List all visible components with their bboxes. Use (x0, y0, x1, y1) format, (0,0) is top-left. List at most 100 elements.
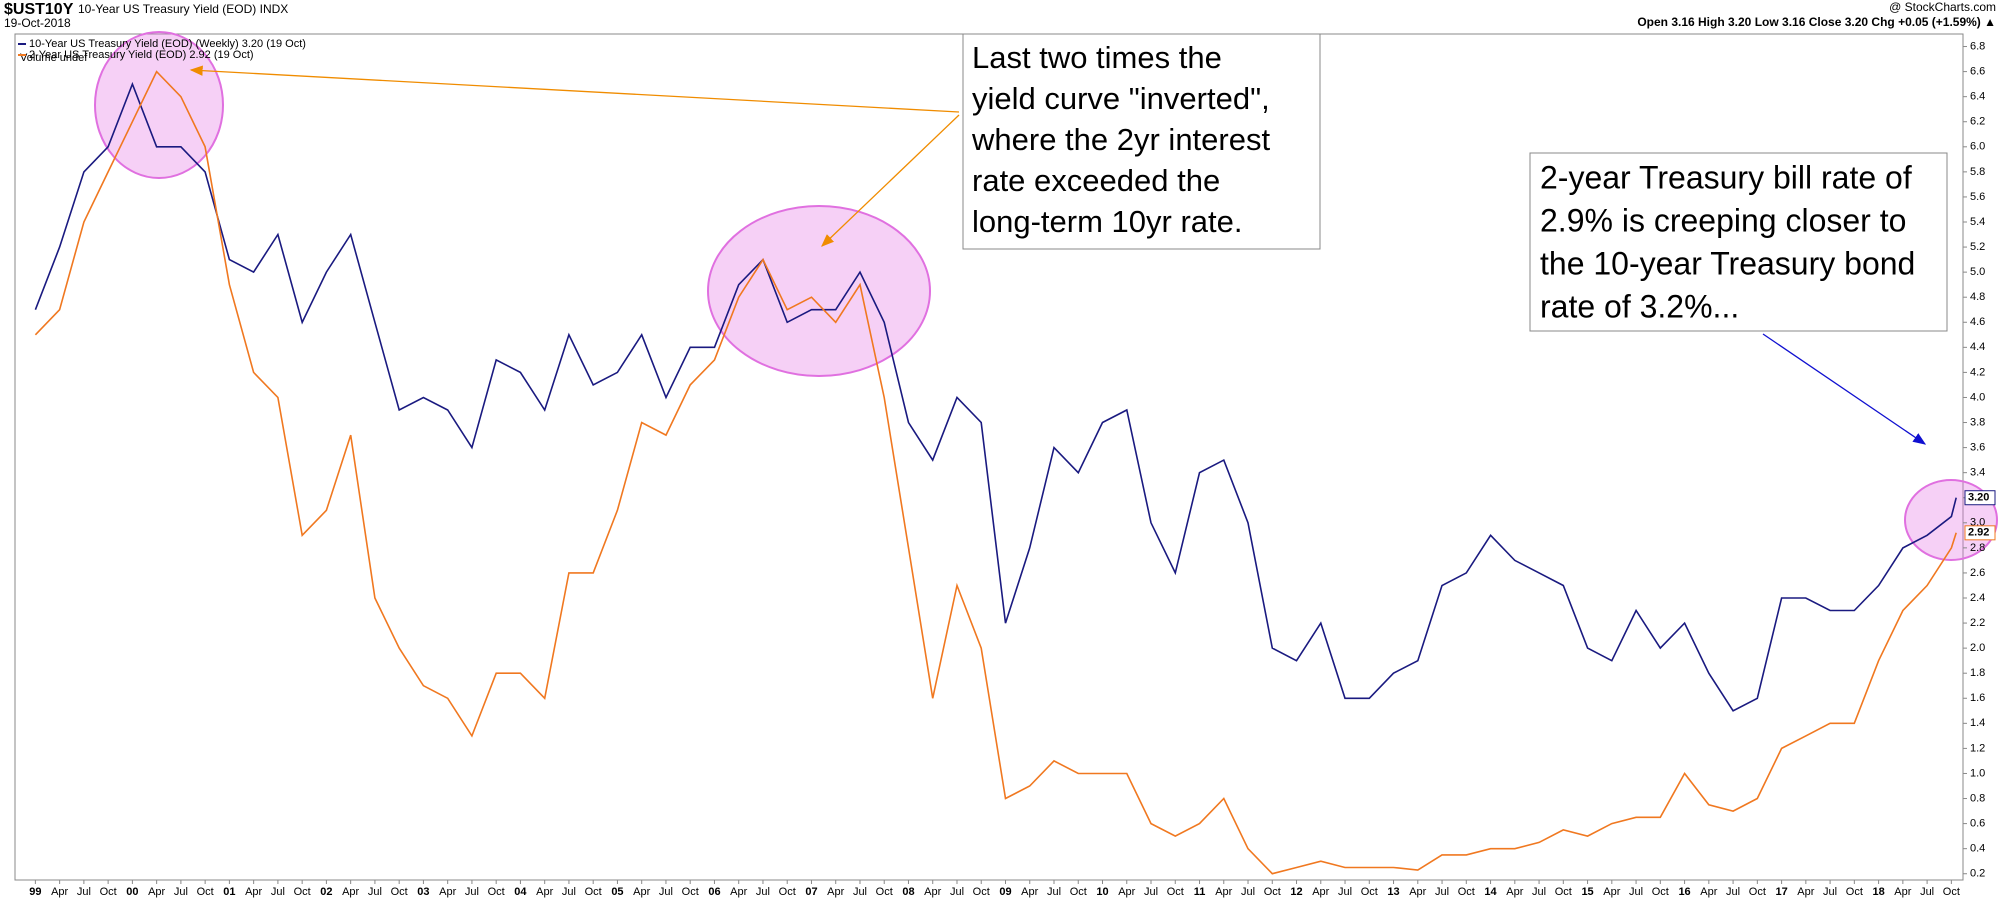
highlight-ellipse (707, 205, 931, 377)
x-tick-label: Oct (1846, 886, 1863, 898)
x-tick-label: Oct (1652, 886, 1669, 898)
x-tick-label: Jul (271, 886, 285, 898)
y-tick-label: 5.2 (1970, 241, 1985, 253)
x-tick-label: Apr (148, 886, 165, 898)
y-tick-label: 1.0 (1970, 767, 1985, 779)
y-tick-label: 6.8 (1970, 40, 1985, 52)
y-tick-label: 6.2 (1970, 116, 1985, 128)
x-tick-label: Apr (633, 886, 650, 898)
y-tick-label: 0.6 (1970, 818, 1985, 830)
x-tick-label: Jul (368, 886, 382, 898)
arrow (1762, 333, 1927, 445)
x-tick-label: Apr (342, 886, 359, 898)
y-tick-label: 4.2 (1970, 366, 1985, 378)
x-tick-label: 06 (708, 886, 720, 898)
x-tick-label: Apr (1118, 886, 1135, 898)
x-tick-label: Oct (391, 886, 408, 898)
last-value-tag (1964, 525, 1996, 541)
y-tick-label: 2.2 (1970, 617, 1985, 629)
x-tick-label: Oct (1264, 886, 1281, 898)
annotation-text: rate exceeded the (972, 163, 1220, 198)
y-tick-label: 5.6 (1970, 191, 1985, 203)
x-tick-label: 03 (417, 886, 429, 898)
x-tick-label: Jul (1338, 886, 1352, 898)
annotation-box (962, 33, 1321, 250)
x-tick-label: 10 (1096, 886, 1108, 898)
x-tick-label: Jul (465, 886, 479, 898)
x-tick-label: Jul (174, 886, 188, 898)
arrow (189, 65, 960, 113)
arrow (821, 114, 960, 247)
annotation-text: long-term 10yr rate. (972, 204, 1243, 239)
x-tick-label: Oct (197, 886, 214, 898)
y-tick-label: 4.6 (1970, 316, 1985, 328)
x-tick-label: Jul (1047, 886, 1061, 898)
y-tick-label: 6.4 (1970, 91, 1985, 103)
header-title: 10-Year US Treasury Yield (EOD) INDX (78, 2, 288, 16)
y-tick-label: 1.4 (1970, 717, 1985, 729)
x-tick-label: Apr (1506, 886, 1523, 898)
x-tick-label: Oct (585, 886, 602, 898)
x-tick-label: 13 (1387, 886, 1399, 898)
x-tick-label: Jul (950, 886, 964, 898)
x-tick-label: Apr (1797, 886, 1814, 898)
y-tick-label: 1.2 (1970, 742, 1985, 754)
quote: Open 3.16 High 3.20 Low 3.16 Close 3.20 … (1637, 15, 1996, 29)
x-tick-label: Oct (779, 886, 796, 898)
x-tick-label: Jul (1629, 886, 1643, 898)
x-tick-label: Oct (1943, 886, 1960, 898)
x-tick-label: Jul (562, 886, 576, 898)
x-tick-label: Apr (1021, 886, 1038, 898)
x-tick-label: 11 (1194, 886, 1206, 898)
x-tick-label: Oct (1070, 886, 1087, 898)
x-tick-label: Oct (1458, 886, 1475, 898)
y-tick-label: 6.6 (1970, 66, 1985, 78)
annotation-text: Last two times the (972, 40, 1222, 75)
symbol: $UST10Y (4, 1, 74, 18)
x-tick-label: Apr (1700, 886, 1717, 898)
header-date: 19-Oct-2018 (4, 16, 71, 30)
x-tick-label: 12 (1290, 886, 1302, 898)
y-tick-label: 4.0 (1970, 391, 1985, 403)
x-tick-label: Apr (1312, 886, 1329, 898)
x-tick-label: Oct (488, 886, 505, 898)
x-tick-label: 00 (126, 886, 138, 898)
y-tick-label: 0.8 (1970, 792, 1985, 804)
x-tick-label: Oct (1167, 886, 1184, 898)
x-tick-label: Jul (1144, 886, 1158, 898)
annotation-box (1529, 152, 1948, 332)
legend-entry: 2-Year US Treasury Yield (EOD) 2.92 (19 … (29, 49, 254, 61)
y-tick-label: 1.6 (1970, 692, 1985, 704)
x-tick-label: 02 (320, 886, 332, 898)
x-tick-label: 17 (1775, 886, 1787, 898)
x-tick-label: Apr (439, 886, 456, 898)
last-value-label: 2.92 (1968, 527, 1989, 539)
series-line (34, 81, 1957, 712)
x-tick-label: Jul (1435, 886, 1449, 898)
x-tick-label: Oct (682, 886, 699, 898)
x-tick-label: Oct (1749, 886, 1766, 898)
y-tick-label: 5.8 (1970, 166, 1985, 178)
x-tick-label: Apr (1603, 886, 1620, 898)
x-tick-label: Jul (77, 886, 91, 898)
series-line (34, 70, 1957, 875)
x-tick-label: Oct (876, 886, 893, 898)
y-tick-label: 0.4 (1970, 843, 1985, 855)
legend-entry: 10-Year US Treasury Yield (EOD) (Weekly)… (29, 38, 306, 50)
y-tick-label: 0.2 (1970, 868, 1985, 880)
x-tick-label: 08 (902, 886, 914, 898)
x-tick-label: 07 (805, 886, 817, 898)
x-tick-label: Apr (827, 886, 844, 898)
x-tick-label: Apr (536, 886, 553, 898)
annotation-text: 2.9% is creeping closer to (1540, 202, 1906, 238)
x-tick-label: Apr (1409, 886, 1426, 898)
x-tick-label: Jul (1920, 886, 1934, 898)
x-tick-label: 16 (1678, 886, 1690, 898)
x-tick-label: 05 (611, 886, 623, 898)
last-value-label: 3.20 (1968, 492, 1989, 504)
x-tick-label: Jul (1241, 886, 1255, 898)
x-tick-label: Jul (1823, 886, 1837, 898)
y-tick-label: 4.8 (1970, 291, 1985, 303)
y-tick-label: 1.8 (1970, 667, 1985, 679)
